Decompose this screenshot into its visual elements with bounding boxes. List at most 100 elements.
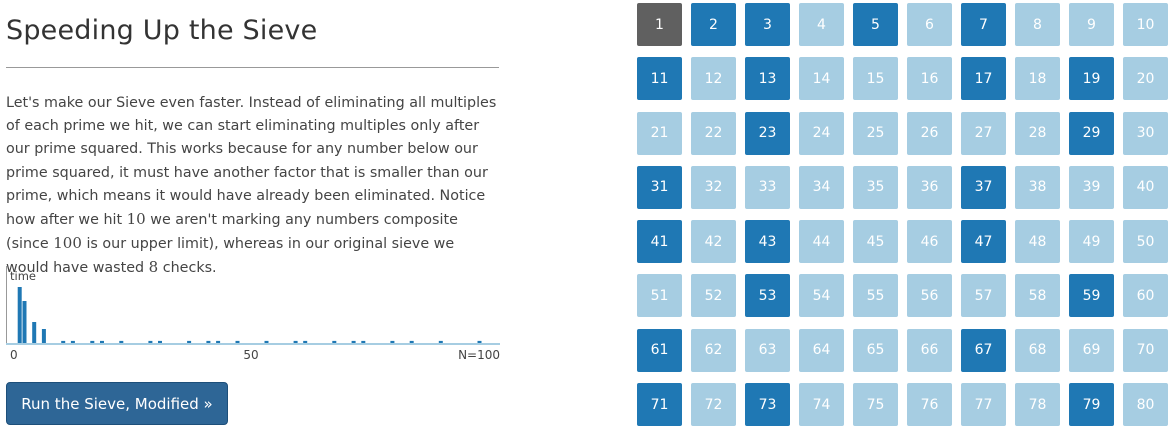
number-cell-57: 57 [961,274,1006,318]
number-cell-70: 70 [1123,328,1168,372]
number-cell-61: 61 [637,328,682,372]
number-cell-29: 29 [1069,111,1114,155]
bar-17 [90,340,95,343]
number-cell-59: 59 [1069,274,1114,318]
bar-73 [361,340,366,343]
number-cell-56: 56 [907,274,952,318]
bar-71 [351,340,356,343]
bars-group [17,287,482,343]
bar-7 [41,329,46,343]
number-cell-80: 80 [1123,383,1168,427]
number-cell-32: 32 [691,165,736,209]
number-cell-74: 74 [799,383,844,427]
number-cell-26: 26 [907,111,952,155]
number-cell-11: 11 [637,57,682,101]
number-cell-78: 78 [1015,383,1060,427]
number-cell-47: 47 [961,220,1006,264]
number-cell-1: 1 [637,3,682,46]
number-cell-16: 16 [907,57,952,101]
x-tick-50: 50 [243,348,258,362]
bar-2 [17,287,22,343]
number-cell-9: 9 [1069,3,1114,46]
number-cell-41: 41 [637,220,682,264]
number-cell-64: 64 [799,328,844,372]
number-cell-71: 71 [637,383,682,427]
bar-3 [22,301,27,343]
number-cell-60: 60 [1123,274,1168,318]
number-cell-17: 17 [961,57,1006,101]
bar-83 [409,340,414,343]
number-cell-53: 53 [745,274,790,318]
number-cell-50: 50 [1123,220,1168,264]
number-cell-58: 58 [1015,274,1060,318]
number-cell-38: 38 [1015,165,1060,209]
number-cell-2: 2 [691,3,736,46]
number-cell-14: 14 [799,57,844,101]
number-cell-72: 72 [691,383,736,427]
number-cell-10: 10 [1123,3,1168,46]
number-cell-55: 55 [853,274,898,318]
bar-13 [70,340,75,343]
bar-19 [100,340,104,343]
number-cell-52: 52 [691,274,736,318]
number-cell-7: 7 [961,3,1006,46]
number-cell-40: 40 [1123,165,1168,209]
number-cell-34: 34 [799,165,844,209]
number-cell-49: 49 [1069,220,1114,264]
number-cell-77: 77 [961,383,1006,427]
number-cell-66: 66 [907,328,952,372]
bar-47 [235,340,240,343]
bar-61 [303,340,308,343]
run-sieve-modified-button[interactable]: Run the Sieve, Modified » [6,382,228,425]
bar-11 [61,340,66,343]
number-cell-4: 4 [799,3,844,46]
bar-37 [187,340,192,343]
time-chart: time 0 50 N=100 [6,266,502,366]
number-cell-36: 36 [907,165,952,209]
page-title: Speeding Up the Sieve [6,15,318,46]
para-number-1: 10 [126,210,146,229]
bar-23 [119,340,124,343]
number-cell-24: 24 [799,111,844,155]
number-cell-22: 22 [691,111,736,155]
number-cell-35: 35 [853,165,898,209]
number-cell-8: 8 [1015,3,1060,46]
number-cell-12: 12 [691,57,736,101]
bar-67 [332,340,337,343]
number-cell-28: 28 [1015,111,1060,155]
number-cell-45: 45 [853,220,898,264]
number-cell-73: 73 [745,383,790,427]
number-cell-44: 44 [799,220,844,264]
number-cell-5: 5 [853,3,898,46]
number-cell-15: 15 [853,57,898,101]
bar-59 [293,340,298,343]
para-text-4: checks. [158,260,217,277]
bar-41 [206,340,211,343]
bar-89 [438,340,443,343]
number-cell-19: 19 [1069,57,1114,101]
x-tick-0: 0 [10,348,18,362]
para-number-2: 100 [53,234,82,253]
number-cell-6: 6 [907,3,952,46]
number-cell-23: 23 [745,111,790,155]
number-cell-67: 67 [961,328,1006,372]
number-cell-46: 46 [907,220,952,264]
number-cell-18: 18 [1015,57,1060,101]
x-tick-100: N=100 [458,348,500,362]
number-cell-51: 51 [637,274,682,318]
sieve-grid: 1 2 3 4 5 6 7 8 9 10 11 12 13 14 15 16 17 18 19 20 21 22 23 24 2… [637,3,1168,427]
y-axis-label: time [10,269,36,283]
number-cell-42: 42 [691,220,736,264]
para-text-1: Let's make our Sieve even faster. Instea… [6,95,497,229]
title-divider [6,67,499,68]
bar-31 [158,340,162,343]
number-cell-68: 68 [1015,328,1060,372]
time-chart-svg: time 0 50 N=100 [6,266,500,362]
number-cell-21: 21 [637,111,682,155]
number-cell-31: 31 [637,165,682,209]
number-cell-37: 37 [961,165,1006,209]
number-cell-79: 79 [1069,383,1114,427]
para-text-3: is our upper limit), whereas in our orig… [6,236,455,277]
bar-53 [264,340,269,343]
number-cell-13: 13 [745,57,790,101]
